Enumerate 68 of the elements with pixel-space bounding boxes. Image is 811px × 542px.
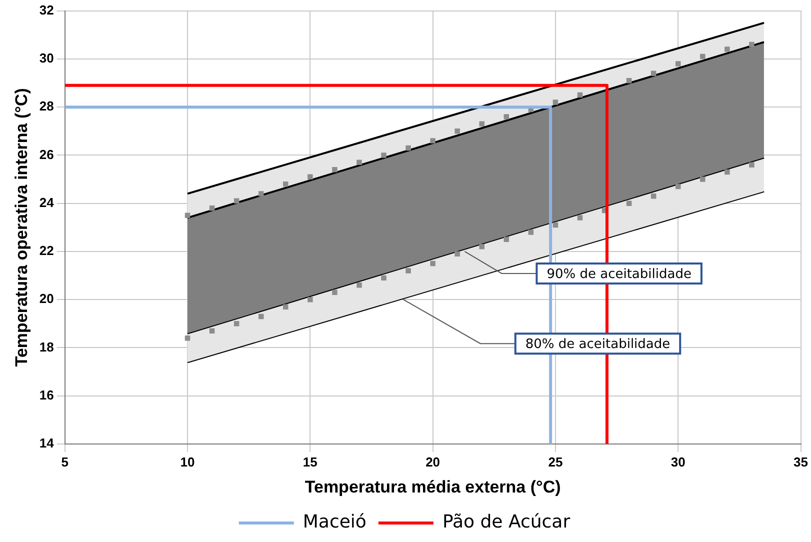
x-tick-label: 30 bbox=[670, 454, 686, 470]
y-tick-label: 26 bbox=[39, 146, 54, 162]
point bbox=[552, 100, 558, 105]
point bbox=[504, 236, 510, 242]
point bbox=[381, 275, 386, 281]
point bbox=[479, 244, 484, 250]
x-tick-label: 20 bbox=[426, 454, 440, 470]
legend-label: Maceió bbox=[302, 512, 366, 533]
annotation: 90% de aceitabilidade bbox=[546, 266, 692, 282]
y-axis-title: Temperatura operativa interna (°C) bbox=[12, 88, 31, 367]
point bbox=[700, 176, 706, 182]
point bbox=[332, 167, 338, 172]
y-tick-label: 22 bbox=[39, 243, 54, 258]
point bbox=[406, 268, 411, 274]
y-tick-label: 14 bbox=[39, 436, 55, 451]
legend-label: Pão de Acúcar bbox=[442, 512, 571, 533]
point bbox=[283, 181, 288, 187]
point bbox=[406, 145, 411, 151]
point bbox=[430, 138, 436, 144]
point bbox=[184, 335, 190, 341]
point bbox=[504, 114, 510, 120]
point bbox=[209, 206, 215, 211]
y-tick-label: 16 bbox=[39, 387, 54, 402]
point bbox=[675, 61, 681, 66]
point bbox=[724, 46, 730, 52]
point bbox=[749, 42, 754, 48]
point bbox=[650, 70, 656, 76]
point bbox=[724, 169, 730, 175]
point bbox=[700, 54, 706, 60]
x-tick-label: 35 bbox=[794, 454, 808, 470]
point bbox=[626, 200, 632, 206]
point bbox=[650, 193, 656, 199]
point bbox=[749, 162, 754, 168]
y-tick-label: 18 bbox=[39, 339, 54, 354]
point bbox=[283, 304, 288, 310]
point bbox=[356, 160, 362, 166]
point bbox=[577, 92, 583, 98]
point bbox=[308, 174, 313, 180]
x-tick-label: 10 bbox=[180, 454, 195, 470]
annotation: 80% de aceitabilidade bbox=[525, 336, 670, 352]
point bbox=[381, 152, 386, 158]
point bbox=[577, 215, 583, 220]
point bbox=[675, 184, 681, 190]
point bbox=[356, 282, 362, 288]
y-tick-label: 28 bbox=[39, 98, 54, 114]
point bbox=[332, 290, 338, 295]
y-tick-label: 20 bbox=[39, 291, 54, 306]
x-axis-title: Temperatura média externa (°C) bbox=[304, 477, 561, 496]
x-tick-label: 5 bbox=[61, 454, 68, 470]
point bbox=[528, 230, 534, 235]
point bbox=[479, 121, 484, 127]
point bbox=[308, 296, 313, 302]
x-tick-label: 15 bbox=[302, 454, 318, 470]
y-tick-label: 32 bbox=[39, 2, 54, 18]
point bbox=[234, 198, 240, 204]
point bbox=[234, 321, 240, 326]
point bbox=[454, 251, 460, 256]
y-tick-label: 24 bbox=[39, 194, 55, 210]
point bbox=[209, 328, 215, 334]
point bbox=[626, 78, 632, 84]
point bbox=[184, 212, 190, 218]
x-tick-label: 25 bbox=[548, 454, 563, 470]
point bbox=[258, 191, 264, 196]
point bbox=[258, 314, 264, 320]
point bbox=[454, 128, 460, 134]
point bbox=[552, 222, 558, 228]
y-tick-label: 30 bbox=[39, 50, 54, 66]
point bbox=[430, 260, 436, 266]
